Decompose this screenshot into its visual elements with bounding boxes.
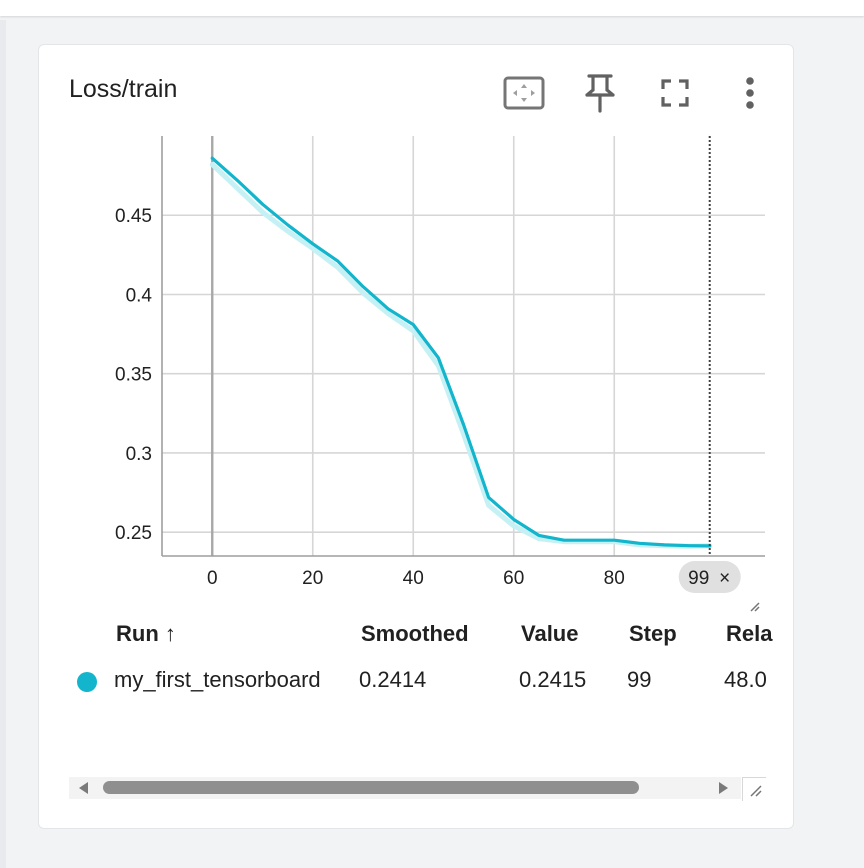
y-tick-label: 0.25 bbox=[115, 523, 152, 544]
step-cursor-chip bbox=[678, 561, 741, 593]
x-tick-label: 40 bbox=[403, 568, 424, 589]
fit-domain-icon bbox=[503, 76, 545, 110]
scroll-right-icon[interactable] bbox=[719, 782, 728, 794]
run-name: my_first_tensorboard bbox=[114, 667, 321, 692]
pin-button[interactable] bbox=[578, 71, 622, 115]
chart-series bbox=[209, 156, 713, 549]
scroll-left-icon[interactable] bbox=[79, 782, 88, 794]
x-tick-label: 20 bbox=[302, 568, 323, 589]
more-vert-icon bbox=[746, 77, 754, 109]
left-gutter bbox=[0, 20, 6, 868]
fit-domain-button[interactable] bbox=[502, 71, 546, 115]
sort-arrow-icon: ↑ bbox=[164, 621, 176, 646]
x-tick-label: 60 bbox=[503, 568, 524, 589]
smoothed-header[interactable]: Smoothed bbox=[361, 621, 469, 646]
raw-series-line bbox=[209, 162, 713, 549]
fullscreen-button[interactable] bbox=[653, 71, 697, 115]
fullscreen-icon bbox=[661, 79, 689, 107]
chart-grid bbox=[162, 136, 765, 556]
relative-value: 48.0 bbox=[724, 667, 767, 692]
y-tick-label: 0.45 bbox=[115, 206, 152, 227]
y-tick-label: 0.4 bbox=[126, 285, 153, 306]
y-tick-label: 0.3 bbox=[126, 444, 152, 465]
resize-corner[interactable] bbox=[742, 777, 766, 801]
run-color-dot bbox=[77, 672, 97, 692]
top-bar bbox=[0, 0, 864, 16]
x-tick-label: 0 bbox=[207, 568, 218, 589]
step-header[interactable]: Step bbox=[629, 621, 677, 646]
pin-icon bbox=[585, 74, 615, 113]
y-tick-label: 0.35 bbox=[115, 365, 152, 386]
run-header[interactable]: Run ↑ bbox=[116, 621, 176, 646]
chart-cursor: 99 × bbox=[678, 136, 760, 612]
chart-resize-icon bbox=[750, 602, 760, 612]
more-options-button[interactable] bbox=[728, 71, 772, 115]
horizontal-scrollbar[interactable] bbox=[69, 777, 741, 799]
scalar-card: Loss/train 99 × 0.25 0.3 0.35 0.4 0.45 0 20 40 60… bbox=[38, 44, 794, 829]
raw-value: 0.2415 bbox=[519, 667, 587, 692]
step-value: 99 bbox=[627, 667, 652, 692]
smoothed-series-line bbox=[210, 156, 712, 548]
chart-axes bbox=[161, 136, 765, 557]
chart-tick-labels: 0.25 0.3 0.35 0.4 0.45 0 20 40 60 80 bbox=[115, 206, 625, 589]
x-tick-label: 80 bbox=[604, 568, 625, 589]
loss-chart[interactable]: 99 × 0.25 0.3 0.35 0.4 0.45 0 20 40 60 80 bbox=[39, 45, 794, 635]
value-header[interactable]: Value bbox=[521, 621, 579, 646]
card-title: Loss/train bbox=[69, 75, 178, 103]
relative-header[interactable]: Rela bbox=[726, 621, 773, 646]
step-cursor-close-icon[interactable]: × bbox=[719, 568, 730, 589]
scroll-thumb[interactable] bbox=[103, 781, 639, 794]
smoothed-value: 0.2414 bbox=[359, 667, 427, 692]
step-cursor-label: 99 bbox=[688, 568, 709, 589]
resize-handle-icon bbox=[750, 785, 762, 797]
